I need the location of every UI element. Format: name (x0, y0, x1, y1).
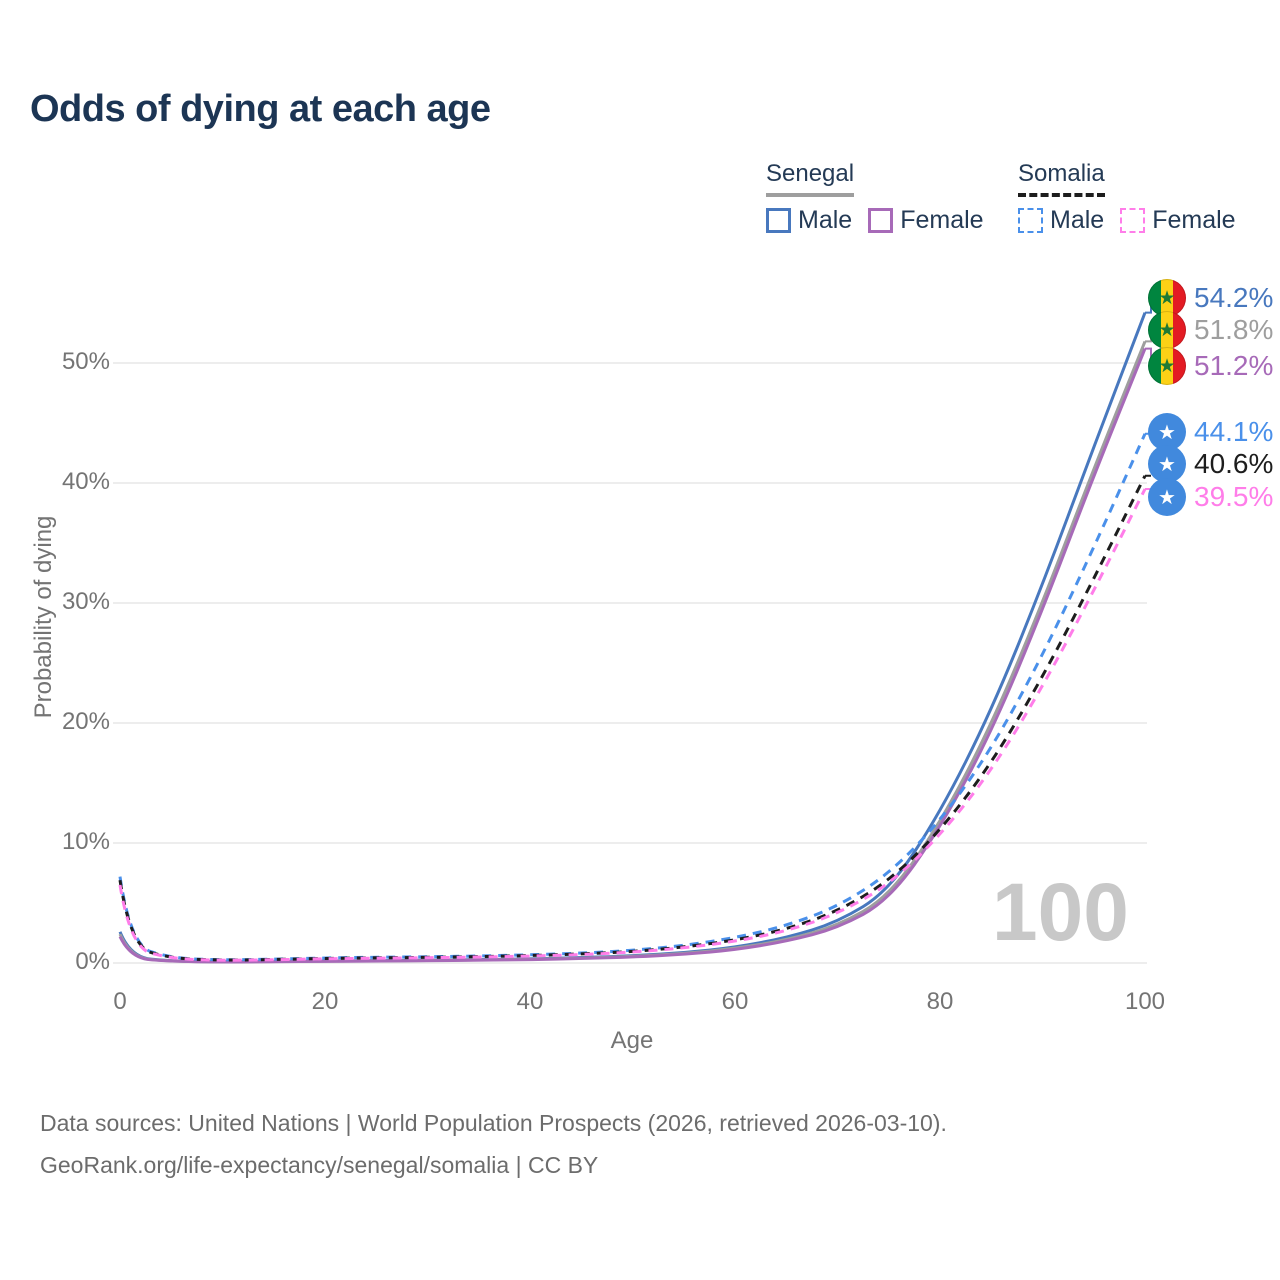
star-icon: ★ (1158, 453, 1176, 476)
y-tick-label: 30% (61, 588, 110, 615)
series-end-label-somalia: ★ 40.6% (1148, 445, 1273, 483)
legend-country-senegal[interactable]: Senegal (766, 160, 855, 197)
star-icon: ★ (1158, 486, 1176, 509)
x-tick-label: 100 (1124, 988, 1166, 1015)
legend-country-somalia[interactable]: Somalia (1018, 160, 1105, 197)
y-axis-title: Probability of dying (30, 515, 57, 719)
legend-group-somalia: Somalia Male Female (1018, 160, 1252, 235)
y-tick-label: 50% (61, 348, 110, 375)
data-sources-line: Data sources: United Nations | World Pop… (40, 1110, 947, 1136)
series-end-label-senegal-male: ★ 54.2% (1148, 279, 1273, 317)
end-label-connector (1145, 488, 1160, 498)
legend-swatch-somalia-male[interactable] (1018, 208, 1043, 233)
senegal-flag-icon: ★ (1148, 279, 1186, 317)
legend-group-senegal: Senegal Male Female (766, 160, 1000, 235)
series-end-label-senegal: ★ 51.8% (1148, 311, 1273, 349)
star-icon: ★ (1158, 355, 1176, 377)
x-tick-label: 60 (721, 988, 749, 1015)
end-label-value: 54.2% (1194, 282, 1274, 313)
end-label-value: 39.5% (1194, 481, 1274, 512)
star-icon: ★ (1158, 319, 1176, 341)
legend-label-somalia-male[interactable]: Male (1050, 206, 1105, 234)
senegal-flag-icon: ★ (1148, 347, 1186, 385)
end-label-value: 51.2% (1194, 350, 1274, 381)
end-label-value: 40.6% (1194, 448, 1274, 479)
age-counter-watermark: 100 (992, 867, 1129, 958)
series-end-label-somalia-female: ★ 39.5% (1148, 478, 1273, 516)
x-tick-label: 0 (113, 988, 127, 1015)
series-line-senegal-female[interactable] (118, 348, 1147, 964)
somalia-flag-icon: ★ (1148, 478, 1186, 516)
x-axis-title: Age (610, 1027, 654, 1054)
series-line-somalia-female[interactable] (118, 488, 1147, 962)
y-tick-label: 20% (61, 708, 110, 735)
series-end-label-somalia-male: ★ 44.1% (1148, 413, 1273, 451)
somalia-flag-icon: ★ (1148, 413, 1186, 451)
y-tick-label: 10% (61, 828, 110, 855)
legend-label-senegal-female[interactable]: Female (900, 206, 984, 234)
x-tick-label: 80 (926, 988, 954, 1015)
legend-label-senegal-male[interactable]: Male (798, 206, 853, 234)
legend-label-somalia-female[interactable]: Female (1152, 206, 1236, 234)
attribution-line: GeoRank.org/life-expectancy/senegal/soma… (40, 1151, 599, 1178)
legend-swatch-senegal-male[interactable] (766, 208, 791, 233)
legend-swatch-somalia-female[interactable] (1120, 208, 1146, 233)
legend-swatch-senegal-female[interactable] (868, 208, 894, 233)
footer: Data sources: United Nations | World Pop… (40, 1103, 947, 1187)
series-line-senegal-male[interactable] (118, 312, 1147, 964)
series-end-label-senegal-female: ★ 51.2% (1148, 347, 1273, 385)
x-tick-label: 20 (311, 988, 339, 1015)
star-icon: ★ (1158, 421, 1176, 444)
somalia-flag-icon: ★ (1148, 445, 1186, 483)
x-tick-label: 40 (516, 988, 544, 1015)
y-tick-label: 40% (61, 468, 110, 495)
end-label-value: 44.1% (1194, 416, 1274, 447)
y-tick-label: 0% (75, 948, 110, 975)
page-title: Odds of dying at each age (30, 88, 491, 130)
end-label-value: 51.8% (1194, 314, 1274, 345)
series-line-somalia[interactable] (118, 475, 1147, 962)
star-icon: ★ (1158, 287, 1176, 309)
senegal-flag-icon: ★ (1148, 311, 1186, 349)
